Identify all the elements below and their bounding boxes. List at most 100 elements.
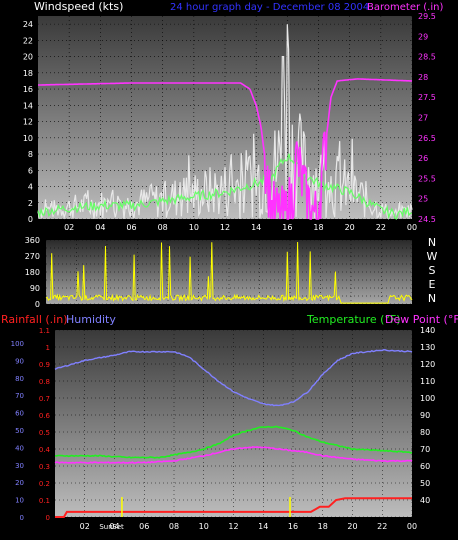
graph-title: 24 hour graph day - December 08 2004	[170, 2, 369, 13]
rainfall-tick-label: 0.4	[39, 446, 51, 454]
time-tick-label: 16	[282, 223, 292, 232]
rain-time-tick-label: 08	[169, 522, 179, 531]
direction-tick-label: 0	[35, 300, 40, 309]
wind-gust-line	[37, 24, 413, 221]
humidity-tick-label: 80	[15, 375, 24, 383]
dewpoint-line	[54, 445, 413, 464]
humidity-line	[54, 348, 413, 407]
compass-label: N	[428, 236, 436, 249]
compass-label: N	[428, 292, 436, 305]
humidity-tick-label: 70	[15, 392, 24, 400]
humidity-tick-label: 60	[15, 410, 24, 418]
windspeed-tick-label: 20	[23, 53, 33, 62]
barometer-axis-title: Barometer (.in)	[367, 2, 443, 13]
rain-time-tick-label: 16	[288, 522, 298, 531]
windspeed-tick-label: 12	[23, 118, 33, 127]
time-tick-label: 18	[313, 223, 323, 232]
windspeed-tick-label: 24	[23, 20, 33, 29]
humidity-tick-label: 50	[15, 427, 24, 435]
rain-time-axis: 02 04 06 08 10 12 14 16 18 20 22 00 Sun Set	[80, 522, 417, 531]
humidity-axis: 0 10 20 30 40 50 60 70 80 90 100	[11, 340, 24, 522]
wind-time-axis: 02 04 06 08 10 12 14 16 18 20 22 00	[64, 223, 417, 232]
rainfall-tick-label: 1	[46, 344, 50, 352]
rainfall-tick-label: 0.1	[39, 497, 50, 505]
wind-average-line	[37, 153, 413, 220]
barometer-tick-label: 28.5	[418, 53, 436, 62]
windspeed-tick-label: 16	[23, 85, 33, 94]
temperature-line	[54, 425, 413, 459]
humidity-axis-title: Humidity	[66, 313, 116, 326]
rainfall-axis-title: Rainfall (.in)	[1, 313, 68, 326]
rain-time-tick-label: 10	[199, 522, 209, 531]
temperature-tick-label: 110	[420, 377, 435, 386]
temperature-tick-label: 140	[420, 326, 435, 335]
rainfall-tick-label: 0.9	[39, 361, 50, 369]
rain-plot-background	[55, 330, 412, 517]
humidity-tick-label: 0	[20, 514, 24, 522]
barometer-tick-label: 27	[418, 114, 428, 123]
temperature-tick-label: 50	[420, 479, 430, 488]
humidity-tick-label: 100	[11, 340, 24, 348]
direction-tick-label: 360	[25, 236, 40, 245]
temperature-axis-title: Temperature (°F)	[306, 313, 401, 326]
time-tick-label: 10	[189, 223, 199, 232]
rainfall-tick-label: 0.5	[39, 429, 50, 437]
rain-humidity-temp-panel: 0 0.1 0.2 0.3 0.4 0.5 0.6 0.7 0.8 0.9 1 1.1 0 10 20 30…	[11, 326, 436, 531]
rainfall-tick-label: 0	[46, 514, 50, 522]
temperature-tick-label: 120	[420, 360, 435, 369]
temperature-tick-label: 80	[420, 428, 430, 437]
sunrise-label: Sun	[99, 523, 112, 531]
barometer-tick-label: 24.5	[418, 215, 436, 224]
temperature-tick-label: 130	[420, 343, 435, 352]
rainfall-axis: 0 0.1 0.2 0.3 0.4 0.5 0.6 0.7 0.8 0.9 1 1.1	[39, 327, 51, 522]
humidity-tick-label: 10	[15, 497, 24, 505]
rain-time-tick-label: 02	[80, 522, 90, 531]
rainfall-tick-label: 0.7	[39, 395, 50, 403]
rain-time-tick-label: 18	[318, 522, 328, 531]
barometer-tick-label: 26	[418, 154, 428, 163]
barometer-tick-label: 29	[418, 32, 428, 41]
humidity-tick-label: 30	[15, 462, 24, 470]
windspeed-tick-label: 0	[28, 215, 33, 224]
humidity-tick-label: 90	[15, 357, 24, 365]
humidity-tick-label: 20	[15, 479, 24, 487]
direction-tick-label: 90	[30, 284, 40, 293]
temperature-tick-label: 40	[420, 496, 430, 505]
time-tick-label: 14	[251, 223, 261, 232]
rainfall-tick-label: 0.2	[39, 480, 50, 488]
rain-time-tick-label: 04	[109, 522, 119, 531]
time-tick-label: 04	[95, 223, 105, 232]
barometer-tick-label: 29.5	[418, 12, 436, 21]
temperature-tick-label: 60	[420, 462, 430, 471]
time-tick-label: 02	[64, 223, 74, 232]
direction-line	[45, 241, 413, 304]
rainfall-tick-label: 0.6	[39, 412, 51, 420]
windspeed-tick-label: 14	[23, 101, 33, 110]
windspeed-axis-title: Windspeed (kts)	[34, 0, 123, 13]
time-tick-label: 12	[220, 223, 230, 232]
time-tick-label: 06	[126, 223, 136, 232]
barometer-tick-label: 25	[418, 195, 428, 204]
rainfall-tick-label: 1.1	[39, 327, 50, 335]
wind-series-group	[37, 24, 413, 221]
rain-time-tick-label: 22	[377, 522, 387, 531]
rainfall-tick-label: 0.3	[39, 463, 50, 471]
rainfall-line	[55, 497, 412, 518]
temperature-tick-label: 90	[420, 411, 430, 420]
direction-axis: 0 90 180 270 360	[25, 236, 40, 309]
time-tick-label: 20	[345, 223, 355, 232]
barometer-tick-label: 28	[418, 73, 428, 82]
humidity-tick-label: 40	[15, 444, 24, 452]
windspeed-tick-label: 6	[28, 166, 33, 175]
barometer-axis: 24.5 25 25.5 26 26.5 27 27.5 28 28.5 29 29.5	[418, 12, 436, 224]
sunset-label: Set	[112, 523, 124, 531]
rain-series-group	[54, 348, 413, 518]
windspeed-tick-label: 2	[28, 199, 33, 208]
dewpoint-axis-title: Dew Point (°F)	[385, 313, 458, 326]
barometer-tick-label: 25.5	[418, 174, 436, 183]
